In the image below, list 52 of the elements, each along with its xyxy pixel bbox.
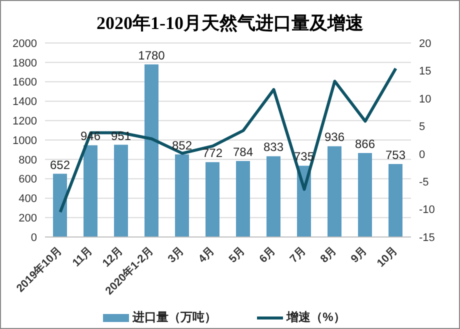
- x-tick-label: 6月: [257, 244, 278, 266]
- bar: [236, 160, 250, 237]
- legend-label: 进口量（万吨）: [132, 309, 217, 326]
- x-tick-label: 9月: [348, 244, 370, 266]
- y2-tick-label: 0: [419, 148, 426, 161]
- data-label: 833: [263, 140, 284, 154]
- bar: [328, 146, 342, 237]
- y2-tick-label: -15: [419, 232, 435, 244]
- y2-tick-label: 20: [419, 38, 432, 50]
- data-label: 784: [232, 144, 254, 159]
- y-tick-label: 600: [18, 174, 37, 186]
- bar: [175, 154, 189, 237]
- data-label: 1780: [138, 48, 166, 62]
- y-tick-label: 1200: [12, 116, 37, 128]
- legend-label: 增速（%）: [286, 309, 346, 326]
- bar: [114, 144, 128, 237]
- bar: [266, 156, 280, 237]
- data-label: 936: [324, 130, 345, 144]
- y-tick-label: 1000: [12, 134, 37, 147]
- y-tick-label: 200: [18, 212, 37, 225]
- data-label: 852: [172, 138, 192, 152]
- bar: [84, 145, 98, 237]
- data-label: 772: [202, 146, 223, 160]
- bar: [53, 174, 67, 237]
- y2-tick-label: -10: [419, 204, 435, 216]
- y2-tick-label: -5: [419, 176, 429, 188]
- x-tick-label: 12月: [100, 244, 126, 270]
- data-label: 866: [354, 137, 376, 151]
- y-tick-label: 0: [30, 232, 37, 244]
- bar: [358, 153, 372, 237]
- y-tick-label: 2000: [12, 38, 37, 50]
- x-tick-label: 11月: [70, 244, 95, 270]
- y-tick-label: 1400: [12, 96, 37, 108]
- data-label: 652: [50, 158, 70, 172]
- x-tick-label: 7月: [288, 244, 308, 266]
- chart-title: 2020年1-10月天然气进口量及增速: [96, 12, 364, 35]
- x-tick-label: 8月: [318, 244, 339, 266]
- bar: [144, 64, 158, 237]
- y-tick-label: 1800: [12, 57, 37, 70]
- y-tick-label: 1600: [12, 76, 37, 89]
- bar: [388, 164, 402, 237]
- x-tick-label: 3月: [166, 244, 186, 266]
- y-tick-label: 800: [18, 154, 37, 166]
- bar: [206, 162, 220, 237]
- x-tick-label: 10月: [375, 244, 400, 270]
- data-label: 753: [385, 148, 406, 162]
- y2-tick-label: 10: [419, 93, 432, 106]
- y2-tick-label: 5: [419, 121, 426, 134]
- y-tick-label: 400: [18, 193, 37, 206]
- x-tick-label: 4月: [196, 244, 217, 266]
- x-tick-label: 5月: [226, 244, 248, 266]
- y2-tick-label: 15: [419, 66, 432, 78]
